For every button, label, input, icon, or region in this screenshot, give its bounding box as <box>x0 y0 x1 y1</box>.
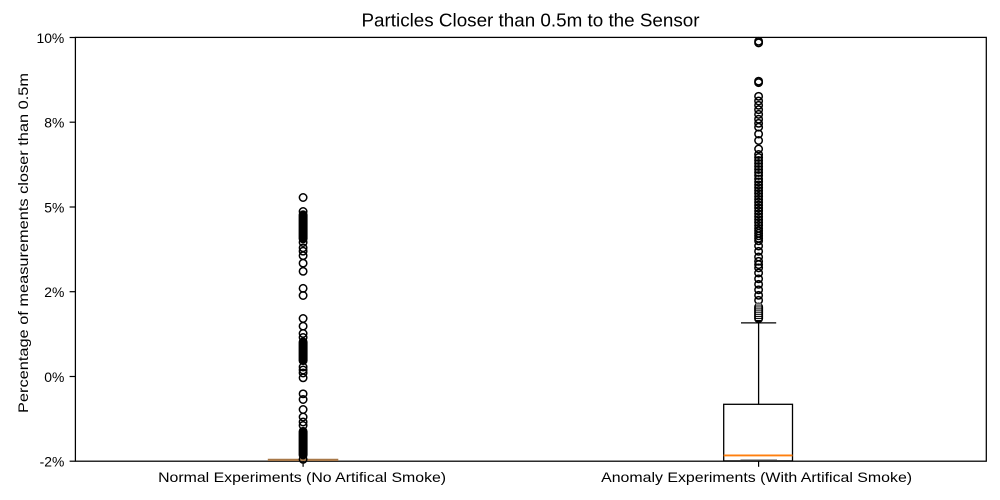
svg-text:-2%: -2% <box>40 454 65 470</box>
svg-text:Particles Closer than 0.5m to: Particles Closer than 0.5m to the Sensor <box>362 11 700 31</box>
svg-text:Anomaly Experiments (With Arti: Anomaly Experiments (With Artifical Smok… <box>601 469 912 485</box>
svg-text:5%: 5% <box>44 200 64 216</box>
svg-text:0%: 0% <box>44 369 64 385</box>
svg-text:Normal Experiments (No Artific: Normal Experiments (No Artifical Smoke) <box>158 469 446 485</box>
svg-text:8%: 8% <box>44 115 64 131</box>
svg-text:10%: 10% <box>36 30 64 46</box>
svg-text:Percentage of measurements clo: Percentage of measurements closer than 0… <box>15 73 31 413</box>
svg-text:2%: 2% <box>44 284 64 300</box>
